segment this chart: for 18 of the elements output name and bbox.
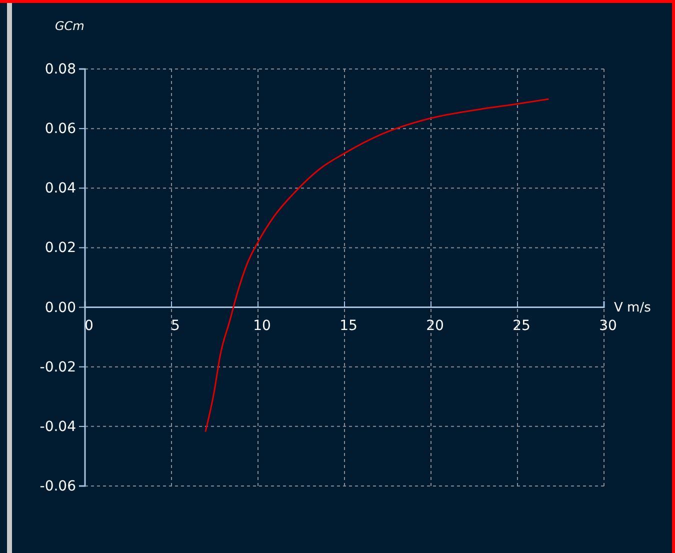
y-tick-label: 0.08 <box>44 61 76 78</box>
x-tick-label: 15 <box>340 318 358 334</box>
line-series <box>204 98 550 433</box>
y-tick-label: -0.02 <box>40 359 76 376</box>
x-tick-label: 30 <box>599 318 617 334</box>
y-tick-label: 0.06 <box>44 121 76 138</box>
x-tick-label: 5 <box>171 318 180 334</box>
y-tick-label: 0.02 <box>44 240 76 256</box>
y-axis-title: GCm <box>55 19 84 33</box>
x-tick-label: 20 <box>426 318 444 334</box>
y-tick-label: 0.04 <box>44 180 76 197</box>
x-tick-label: 10 <box>253 318 271 334</box>
y-tick-label: 0.00 <box>44 300 76 316</box>
x-axis-title: V m/s <box>614 300 652 316</box>
y-tick-label: -0.04 <box>40 418 76 435</box>
x-tick-label: 0 <box>84 318 94 334</box>
x-tick-label: 25 <box>512 318 530 334</box>
y-tick-label: -0.06 <box>40 478 76 494</box>
